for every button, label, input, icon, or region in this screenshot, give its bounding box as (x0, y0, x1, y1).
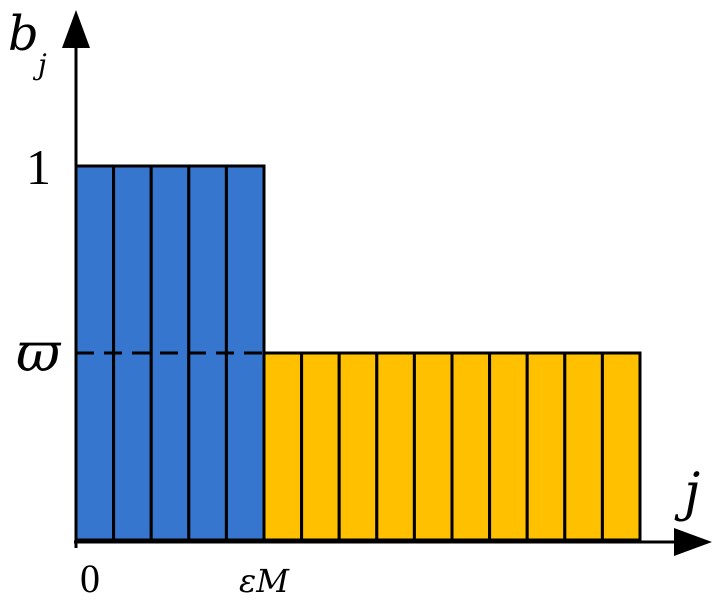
bar-series2-3 (337, 351, 379, 542)
bar-series2-6 (450, 351, 492, 542)
bar-series2-7 (488, 351, 529, 542)
x-tick-labels: 0 εM (80, 556, 290, 601)
x-tick-label-2: εM (239, 562, 290, 600)
bar-series2-10 (600, 351, 642, 542)
bar-series2-4 (375, 351, 416, 542)
x-axis-arrow-icon (674, 528, 712, 556)
axes-group (62, 10, 712, 556)
y-axis-label-base: b (8, 6, 39, 62)
y-tick-label-2: ϖ (16, 321, 62, 384)
bar-series2-9 (563, 351, 604, 542)
x-axis-label: j (674, 463, 700, 523)
y-axis-arrow-icon (62, 10, 90, 48)
bar-series2-5 (412, 351, 454, 542)
bar-series2-8 (525, 351, 567, 542)
x-tick-label-1: 0 (80, 556, 100, 601)
bar-series2-2 (300, 351, 341, 542)
y-tick-labels: 1ϖ (16, 139, 62, 384)
bar-series2-1 (262, 351, 304, 542)
y-tick-label-1: 1 (26, 139, 51, 195)
